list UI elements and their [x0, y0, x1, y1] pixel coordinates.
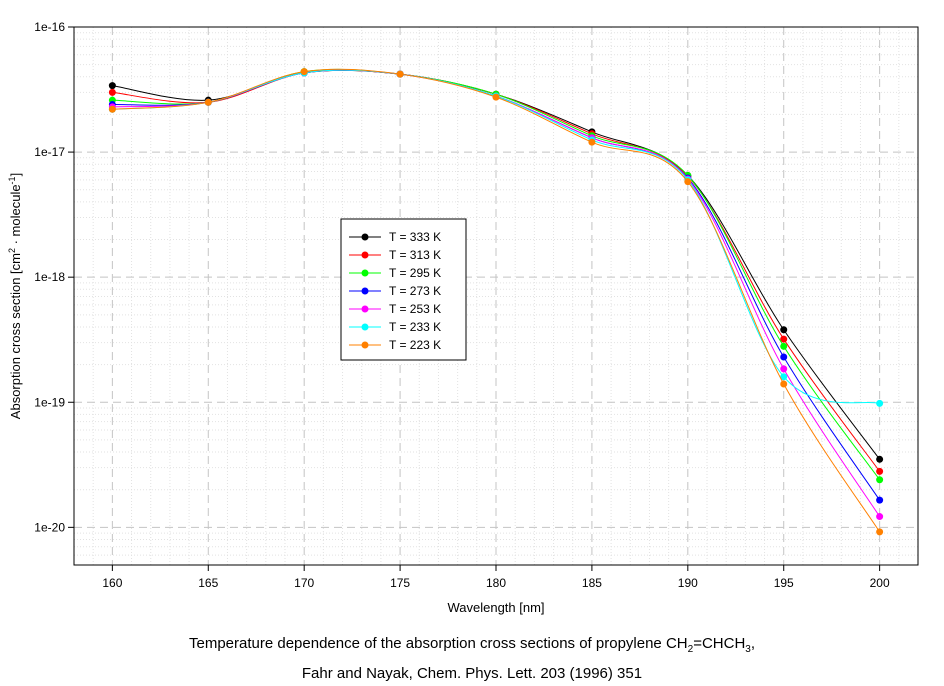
series-313K: [108, 69, 884, 475]
legend-swatch-marker: [361, 323, 369, 331]
x-tick-label: 160: [102, 576, 122, 590]
caption-text: ,: [750, 635, 756, 652]
y-axis-label-sup2: -1: [7, 176, 17, 184]
legend-label: T = 295 K: [389, 266, 441, 280]
x-axis: 160 165 170 175 180 185 190 195 200: [102, 565, 890, 590]
legend-label: T = 223 K: [389, 338, 441, 352]
data-point: [780, 373, 788, 381]
data-point: [204, 98, 212, 106]
x-tick-label: 170: [294, 576, 314, 590]
data-point: [588, 138, 596, 146]
data-point: [684, 178, 692, 186]
legend-swatch-marker: [361, 269, 369, 277]
data-point: [780, 342, 788, 350]
caption-line-1: Temperature dependence of the absorption…: [0, 632, 944, 662]
data-point: [780, 353, 788, 361]
x-tick-label: 175: [390, 576, 410, 590]
y-axis-label-suffix: ]: [8, 173, 23, 177]
figure-caption: Temperature dependence of the absorption…: [0, 632, 944, 686]
data-point: [876, 528, 884, 536]
y-axis: 1e-20 1e-19 1e-18 1e-17 1e-16: [34, 20, 74, 534]
caption-line-2: Fahr and Nayak, Chem. Phys. Lett. 203 (1…: [301, 665, 643, 682]
legend-label: T = 273 K: [389, 284, 441, 298]
x-tick-label: 190: [678, 576, 698, 590]
x-axis-label: Wavelength [nm]: [447, 600, 544, 615]
caption-subscript: 2: [687, 644, 694, 655]
data-point: [300, 68, 308, 76]
data-point: [108, 88, 116, 96]
legend-swatch-marker: [361, 233, 369, 241]
legend-label: T = 233 K: [389, 320, 441, 334]
caption-subscript: 3: [745, 644, 751, 655]
x-tick-label: 165: [198, 576, 218, 590]
x-tick-label: 185: [582, 576, 602, 590]
series-group: [108, 68, 884, 536]
grid: [73, 26, 919, 565]
legend-label: T = 333 K: [389, 230, 441, 244]
series-223K: [108, 68, 884, 536]
series-line: [112, 68, 881, 533]
y-axis-label: Absorption cross section [cm2 · molecule…: [7, 173, 23, 419]
caption-text: Temperature dependence of the absorption…: [188, 635, 688, 652]
y-axis-label-prefix: Absorption cross section [cm: [8, 253, 23, 419]
data-point: [876, 496, 884, 504]
data-point: [876, 399, 884, 407]
data-point: [492, 93, 500, 101]
y-axis-label-sup1: 2: [7, 248, 17, 253]
legend-label: T = 313 K: [389, 248, 441, 262]
y-tick-label: 1e-20: [34, 520, 65, 534]
data-point: [396, 70, 404, 78]
x-tick-label: 195: [774, 576, 794, 590]
data-point: [876, 476, 884, 484]
legend: T = 333 K T = 313 K T = 295 K T = 273 K T = …: [340, 218, 467, 361]
series-line: [112, 69, 880, 404]
y-tick-label: 1e-18: [34, 270, 65, 284]
y-tick-label: 1e-17: [34, 145, 65, 159]
y-tick-label: 1e-19: [34, 395, 65, 409]
data-point: [876, 467, 884, 475]
data-point: [780, 380, 788, 388]
x-tick-label: 180: [486, 576, 506, 590]
data-point: [108, 82, 116, 90]
absorption-chart: 160 165 170 175 180 185 190 195 200 1e-201e-191e…: [7, 20, 919, 615]
x-tick-label: 200: [870, 576, 890, 590]
series-line: [112, 69, 881, 472]
legend-label: T = 253 K: [389, 302, 441, 316]
y-axis-label-mid: · molecule: [8, 184, 23, 248]
legend-swatch-marker: [361, 287, 369, 295]
legend-box: [340, 218, 467, 361]
data-point: [108, 105, 116, 113]
legend-swatch-marker: [361, 305, 369, 313]
data-point: [780, 326, 788, 334]
data-point: [876, 513, 884, 521]
y-tick-label: 1e-16: [34, 20, 65, 34]
legend-swatch-marker: [361, 251, 369, 259]
caption-text: =CHCH: [693, 635, 746, 652]
data-point: [780, 335, 788, 343]
data-point: [780, 365, 788, 373]
data-point: [876, 455, 884, 463]
legend-swatch-marker: [361, 341, 369, 349]
